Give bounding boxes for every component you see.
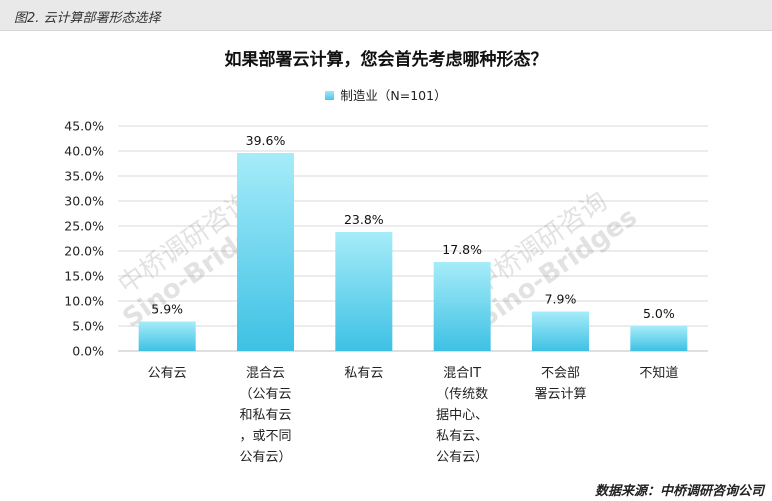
x-tick-label: 混合IT bbox=[443, 366, 481, 381]
x-tick-label: 私有云 bbox=[344, 366, 383, 381]
bar bbox=[630, 326, 688, 351]
y-tick-label: 20.0% bbox=[64, 244, 104, 259]
bar bbox=[532, 311, 589, 351]
x-tick-label: 公有云） bbox=[239, 450, 291, 465]
chart-title: 如果部署云计算，您会首先考虑哪种形态？ bbox=[224, 50, 548, 70]
x-tick-label: 不会部 bbox=[541, 366, 580, 381]
y-tick-label: 35.0% bbox=[64, 169, 104, 184]
bar bbox=[138, 321, 196, 351]
figure-header: 图2. 云计算部署形态选择 bbox=[0, 0, 772, 31]
x-tick-label: 私有云、 bbox=[436, 429, 488, 444]
data-label: 5.0% bbox=[643, 306, 675, 321]
y-tick-label: 15.0% bbox=[64, 269, 104, 284]
data-label: 39.6% bbox=[246, 133, 286, 148]
y-tick-label: 45.0% bbox=[64, 119, 104, 134]
x-tick-label: 混合云 bbox=[246, 366, 285, 381]
data-label: 23.8% bbox=[344, 212, 384, 227]
x-tick-label: 不知道 bbox=[639, 365, 678, 381]
x-tick-label: 据中心、 bbox=[436, 408, 488, 423]
legend-label: 制造业（N=101） bbox=[340, 88, 447, 103]
y-tick-label: 10.0% bbox=[64, 294, 104, 309]
y-tick-label: 40.0% bbox=[64, 144, 104, 159]
x-tick-label: （传统数 bbox=[436, 387, 488, 402]
x-tick-label: 和私有云 bbox=[239, 408, 291, 423]
x-tick-label: （公有云 bbox=[239, 387, 291, 402]
bar bbox=[433, 262, 491, 351]
bar bbox=[335, 232, 393, 351]
data-source: 数据来源：中桥调研咨询公司 bbox=[594, 484, 764, 499]
x-tick-label: ，或不同 bbox=[239, 429, 291, 444]
data-label: 7.9% bbox=[545, 292, 577, 307]
x-tick-label: 署云计算 bbox=[534, 387, 586, 402]
bar bbox=[237, 153, 294, 351]
data-label: 17.8% bbox=[442, 242, 482, 257]
legend-swatch bbox=[325, 91, 335, 100]
y-tick-label: 25.0% bbox=[64, 219, 104, 234]
x-tick-label: 公有云） bbox=[436, 450, 488, 465]
chart-legend: 制造业（N=101） bbox=[0, 85, 772, 104]
x-tick-label: 公有云 bbox=[148, 366, 187, 381]
data-label: 5.9% bbox=[151, 302, 183, 317]
y-tick-label: 5.0% bbox=[72, 319, 104, 334]
y-tick-label: 0.0% bbox=[72, 344, 104, 359]
figure-caption: 图2. 云计算部署形态选择 bbox=[14, 11, 161, 26]
y-tick-label: 30.0% bbox=[64, 194, 104, 209]
